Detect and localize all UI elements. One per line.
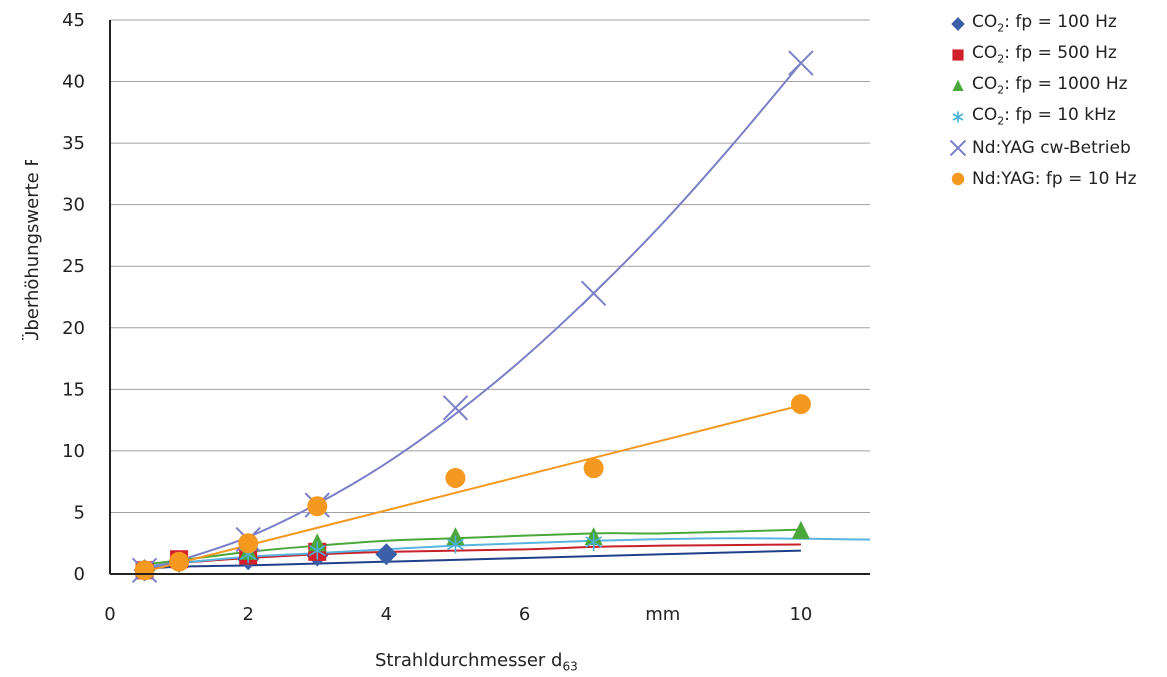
x-tick-label: 0 — [104, 604, 115, 625]
y-tick-label: 5 — [74, 502, 85, 523]
legend-label: Nd:YAG cw-Betrieb — [972, 137, 1131, 158]
y-tick-label: 40 — [62, 72, 85, 93]
x-tick-label: 10 — [789, 604, 812, 625]
series-6-point — [445, 467, 466, 488]
y-axis-title: Überhöhungswerte F — [22, 160, 42, 340]
chart: 0 5 10 15 20 25 30 35 40 45 0 2 4 6 mm 10 — [62, 10, 871, 625]
series-3-trend-line — [144, 528, 801, 566]
legend-marker — [951, 172, 965, 185]
legend-item-3: CO2: fp = 1000 Hz — [948, 70, 1137, 101]
legend-item-2: CO2: fp = 500 Hz — [948, 39, 1137, 70]
series-6-point — [134, 560, 155, 581]
y-tick-label: 35 — [62, 133, 85, 154]
series-6-point — [307, 496, 328, 517]
y-tick-label: 25 — [62, 256, 85, 277]
legend-item-4: CO2: fp = 10 kHz — [948, 101, 1137, 132]
series-6-point — [238, 533, 259, 554]
series-4-point — [585, 532, 603, 551]
series-4-point — [447, 535, 464, 554]
x-axis-title-subscript: 63 — [562, 659, 578, 674]
x-tick-label: 6 — [519, 604, 530, 625]
legend-marker-circle-icon — [951, 172, 965, 185]
legend-item-6: Nd:YAG: fp = 10 Hz — [948, 163, 1137, 194]
legend-marker-square-icon — [952, 48, 964, 61]
series-4-trend-line — [144, 537, 871, 568]
legend-marker-asterisk-icon — [952, 110, 964, 123]
legend-marker — [952, 79, 964, 91]
series-5-point — [788, 50, 814, 76]
legend-label: CO2: fp = 10 kHz — [972, 105, 1116, 128]
series-1-point — [375, 543, 398, 566]
legend-item-5: Nd:YAG cw-Betrieb — [948, 132, 1137, 163]
series-6-point — [169, 551, 190, 572]
y-axis-title-box: Überhöhungswerte F — [21, 156, 43, 344]
series-5-point — [580, 280, 607, 307]
y-tick-label: 15 — [62, 379, 85, 400]
x-tick-labels: 0 2 4 6 mm 10 — [104, 604, 812, 625]
legend-marker-triangle-icon — [952, 79, 964, 91]
legend-marker-x-icon — [949, 139, 967, 156]
gridlines — [110, 19, 870, 513]
legend-label: CO2: fp = 500 Hz — [972, 43, 1117, 66]
legend-marker — [952, 110, 964, 123]
x-axis-title: Strahldurchmesser d63 — [375, 650, 578, 674]
series-6-point — [583, 458, 604, 479]
series-1-trend-line — [144, 549, 801, 571]
legend-marker — [949, 139, 967, 156]
x-axis-title-symbol: d — [551, 650, 563, 671]
x-axis-title-main: Strahldurchmesser — [375, 650, 546, 671]
series-5-trend-line — [144, 62, 802, 571]
y-tick-label: 45 — [62, 10, 85, 31]
legend-item-1: CO2: fp = 100 Hz — [948, 8, 1137, 39]
legend-label: CO2: fp = 1000 Hz — [972, 74, 1128, 97]
x-tick-label: 4 — [381, 604, 392, 625]
y-tick-labels: 0 5 10 15 20 25 30 35 40 45 — [62, 10, 85, 585]
y-tick-label: 20 — [62, 318, 85, 339]
series-6-point — [790, 394, 811, 415]
series-3-point — [791, 520, 810, 539]
legend-marker — [952, 48, 964, 61]
series-4-point — [308, 541, 326, 560]
y-tick-label: 0 — [74, 564, 85, 585]
x-tick-label: 2 — [242, 604, 253, 625]
series-5-point — [442, 395, 469, 421]
legend: CO2: fp = 100 Hz CO2: fp = 500 Hz CO2: fp … — [948, 8, 1137, 194]
y-tick-label: 30 — [62, 195, 85, 216]
legend-label: Nd:YAG: fp = 10 Hz — [972, 168, 1137, 189]
legend-marker-diamond-icon — [951, 16, 965, 31]
trend-lines — [144, 62, 871, 573]
x-tick-label: mm — [645, 604, 680, 625]
legend-marker — [951, 16, 965, 31]
data-markers — [131, 50, 814, 584]
y-tick-label: 10 — [62, 441, 85, 462]
legend-label: CO2: fp = 100 Hz — [972, 12, 1117, 35]
